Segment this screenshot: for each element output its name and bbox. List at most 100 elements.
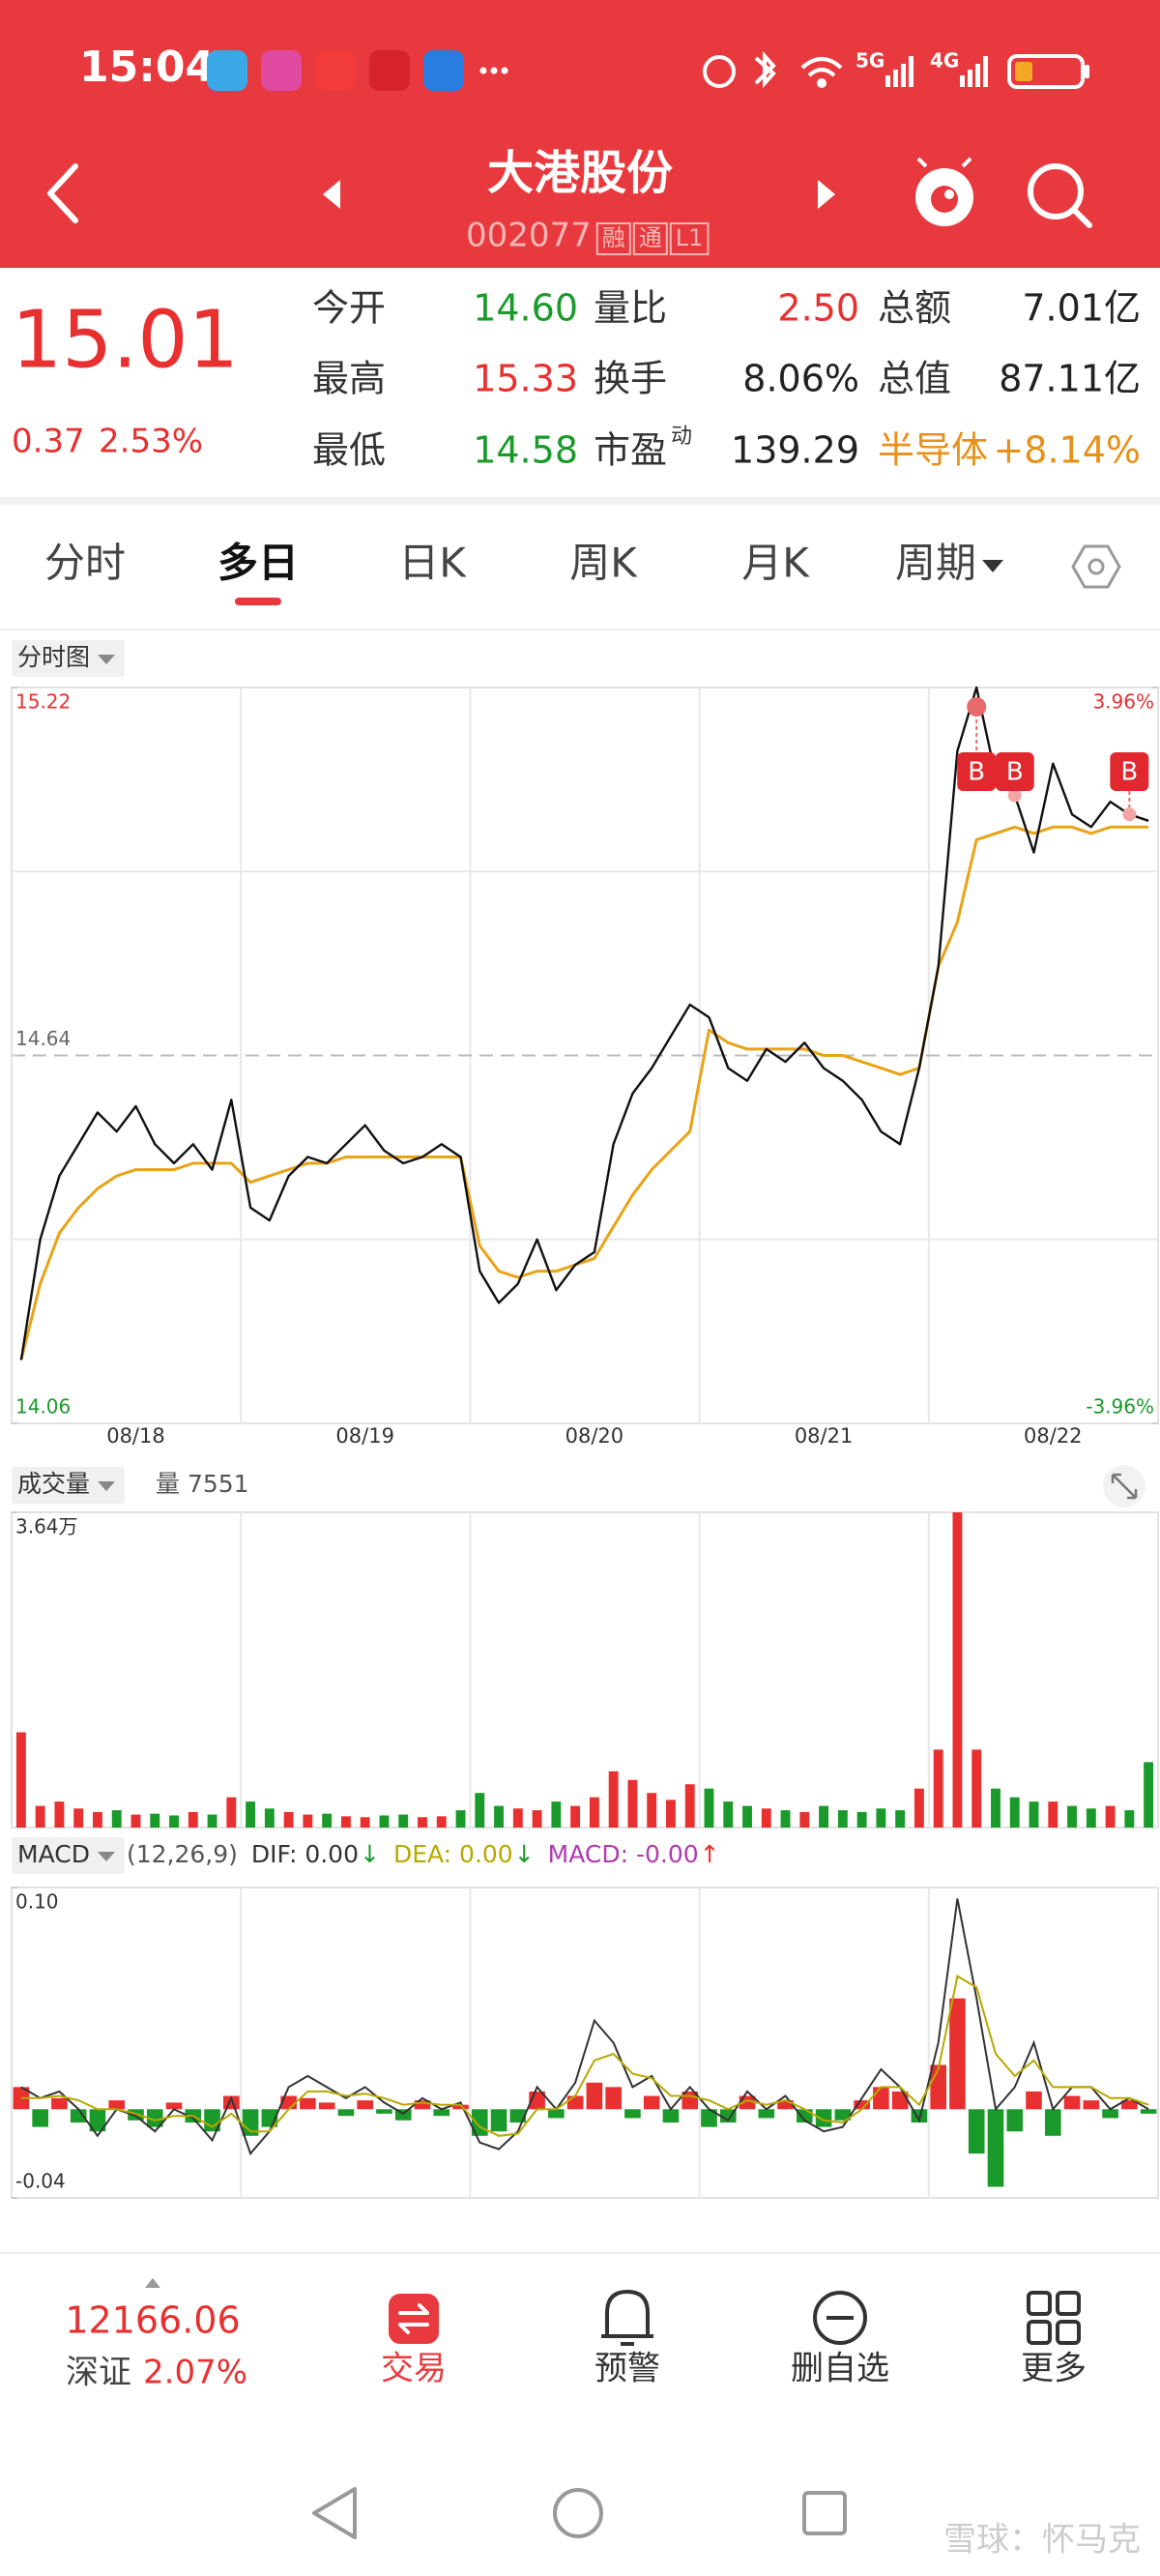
macd-bar — [643, 2095, 660, 2110]
alert-icon[interactable] — [601, 2290, 653, 2346]
chart-title-dropdown[interactable] — [98, 655, 116, 664]
expand-arrow[interactable] — [145, 2278, 160, 2288]
wifi-icon — [800, 57, 843, 77]
watermark: 雪球：怀马克 — [943, 2521, 1141, 2560]
volume-bar — [264, 1808, 275, 1828]
badge-text: L1 — [676, 224, 704, 251]
system-home[interactable] — [553, 2488, 603, 2538]
macd-bar — [758, 2109, 775, 2119]
volume-bar — [1029, 1801, 1039, 1828]
volume-bar — [933, 1749, 943, 1828]
macd-bar — [204, 2109, 220, 2132]
tab[interactable]: 周K — [569, 540, 638, 587]
field-label: 最低 — [312, 429, 386, 472]
mascot-button[interactable] — [915, 157, 973, 226]
remove-icon[interactable] — [813, 2291, 867, 2345]
macd-bar — [891, 2091, 909, 2110]
more-square — [1056, 2291, 1081, 2316]
macd-bar — [586, 2082, 603, 2110]
mascot-glint — [944, 190, 954, 199]
macd-bar — [777, 2100, 794, 2110]
chart-title[interactable]: 成交量 — [17, 1470, 90, 1498]
volume-bar — [895, 1810, 906, 1828]
nav-label[interactable]: 预警 — [594, 2350, 660, 2388]
trade-badge — [995, 752, 1034, 791]
volume-bar — [130, 1814, 141, 1828]
tab[interactable]: 日K — [398, 540, 467, 587]
status-time: 15:04 — [79, 43, 215, 92]
volume-bar — [684, 1784, 695, 1828]
volume-readout: 量 7551 — [156, 1470, 249, 1498]
app-icon — [423, 50, 464, 91]
expand-button[interactable] — [1111, 1473, 1138, 1500]
tab[interactable]: 多日 — [218, 540, 299, 587]
tab[interactable]: 月K — [741, 540, 810, 587]
nav-label[interactable]: 交易 — [381, 2350, 447, 2388]
legend-entry: DEA: 0.00 — [393, 1840, 513, 1868]
back-button[interactable] — [47, 163, 78, 223]
chart-title[interactable]: 分时图 — [17, 643, 90, 671]
index-value[interactable]: 12166.06 — [65, 2299, 240, 2342]
next-stock-button[interactable] — [818, 180, 835, 209]
stock-name: 大港股份 — [487, 146, 673, 200]
network-label: 5G — [856, 49, 884, 73]
y-tick-label: -0.04 — [15, 2170, 66, 2193]
nav-label[interactable]: 更多 — [1021, 2350, 1087, 2388]
field-value: +8.14% — [993, 429, 1141, 472]
chart-title-dropdown[interactable] — [98, 1481, 116, 1491]
volume-bar — [246, 1801, 256, 1828]
volume-bar — [1009, 1797, 1020, 1828]
volume-bar — [398, 1814, 409, 1828]
macd-bar — [32, 2109, 48, 2127]
tab[interactable]: 分时 — [44, 540, 126, 587]
prev-stock-button[interactable] — [323, 180, 340, 209]
more-icon[interactable] — [1027, 2291, 1081, 2345]
system-recents[interactable] — [802, 2491, 847, 2535]
tab[interactable]: 周期 — [895, 540, 976, 587]
macd-bar — [452, 2104, 469, 2110]
macd-bar — [414, 2100, 431, 2110]
system-back[interactable] — [312, 2487, 357, 2539]
macd-bar — [719, 2109, 737, 2123]
chart-title[interactable]: MACD — [17, 1840, 90, 1868]
settings-button[interactable] — [1071, 544, 1121, 589]
price: 15.01 — [12, 294, 239, 386]
more-square — [1056, 2320, 1081, 2345]
chart-title-dropdown[interactable] — [97, 1852, 115, 1861]
chart-title-box — [12, 640, 126, 677]
macd-bar — [300, 2097, 316, 2110]
wifi-dot — [817, 78, 826, 88]
macd-bar — [1063, 2095, 1081, 2110]
field-value: 14.60 — [473, 287, 578, 330]
mascot-ear — [961, 157, 972, 168]
macd-bar — [1026, 2091, 1042, 2110]
macd-bar — [548, 2109, 565, 2119]
x-tick-label: 08/21 — [795, 1424, 854, 1448]
nav-label[interactable]: 删自选 — [791, 2350, 889, 2388]
macd-bar — [662, 2109, 680, 2123]
trade-point — [967, 697, 987, 717]
volume-bar — [93, 1811, 102, 1828]
battery-tip — [1085, 65, 1089, 78]
macd-bar — [13, 2087, 30, 2110]
macd-line — [20, 1898, 1149, 2156]
volume-bar — [666, 1800, 676, 1828]
search-button[interactable] — [1028, 163, 1092, 228]
macd-line — [20, 1975, 1149, 2137]
badge-text: 通 — [639, 224, 662, 251]
signal-bar — [968, 70, 972, 87]
badge: L1 — [669, 222, 710, 255]
tab-dropdown[interactable] — [982, 560, 1004, 572]
trade-icon[interactable] — [389, 2294, 439, 2344]
settings-dot — [1088, 558, 1105, 575]
macd-bar — [337, 2109, 355, 2117]
price-change-pct: 2.53% — [99, 423, 203, 461]
header-bg — [0, 0, 1160, 268]
trade-badge — [957, 752, 997, 791]
plot-frame — [11, 1511, 1159, 1829]
remove-circle — [813, 2291, 867, 2345]
price-line — [19, 686, 1149, 1361]
y-tick-label: 0.10 — [15, 1890, 59, 1914]
macd-bar — [376, 2109, 392, 2114]
